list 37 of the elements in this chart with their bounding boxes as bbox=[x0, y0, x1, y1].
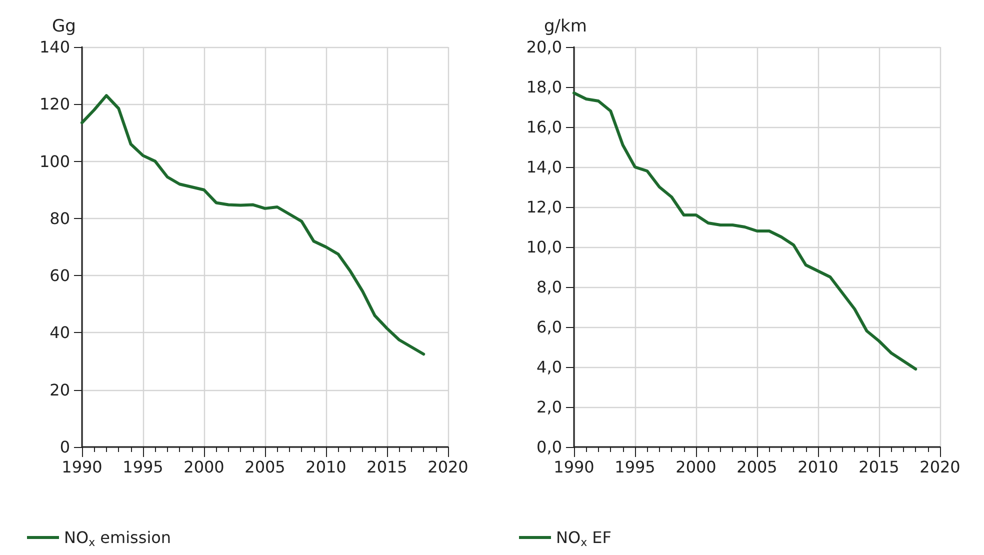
y-tick-label: 120 bbox=[39, 94, 70, 114]
y-tick-label: 140 bbox=[39, 38, 70, 56]
y-tick-label: 12,0 bbox=[526, 198, 562, 216]
x-tick-label: 1990 bbox=[554, 458, 594, 476]
x-tick-label: 1995 bbox=[122, 458, 164, 476]
x-tick-label: 2010 bbox=[306, 458, 346, 476]
x-tick-label: 1990 bbox=[62, 458, 102, 476]
y-tick-label: 0,0 bbox=[536, 438, 562, 456]
x-tick-label: 2000 bbox=[184, 458, 224, 476]
x-tick-label: 1995 bbox=[614, 458, 656, 476]
line-series bbox=[80, 94, 426, 356]
y-tick-label: 40 bbox=[50, 323, 70, 342]
y-tick-label: 20,0 bbox=[526, 38, 562, 56]
line-series bbox=[572, 92, 918, 370]
y-tick-label: 0 bbox=[60, 438, 70, 456]
x-tick-label: 2010 bbox=[798, 458, 838, 476]
y-tick-label: 80 bbox=[50, 208, 70, 228]
y-axis-title: Gg bbox=[52, 16, 76, 36]
x-tick-label: 2015 bbox=[858, 458, 900, 476]
y-tick-label: 20 bbox=[50, 380, 70, 400]
x-tick-label: 2005 bbox=[736, 458, 778, 476]
x-tick-label: 2005 bbox=[244, 458, 286, 476]
y-tick-label: 100 bbox=[39, 152, 70, 171]
y-tick-label: 18,0 bbox=[526, 78, 562, 96]
y-tick-label: 14,0 bbox=[526, 158, 562, 176]
y-tick-label: 8,0 bbox=[536, 278, 562, 296]
x-tick-label: 2020 bbox=[920, 458, 960, 476]
y-tick-label: 10,0 bbox=[526, 238, 562, 256]
y-tick-label: 4,0 bbox=[536, 358, 562, 376]
y-tick-label: 60 bbox=[50, 266, 70, 286]
y-tick-label: 16,0 bbox=[526, 118, 562, 136]
x-tick-label: 2020 bbox=[428, 458, 468, 476]
y-axis-title: g/km bbox=[544, 16, 587, 36]
y-tick-label: 2,0 bbox=[536, 398, 562, 416]
x-tick-label: 2000 bbox=[676, 458, 716, 476]
x-tick-label: 2015 bbox=[366, 458, 408, 476]
y-tick-label: 6,0 bbox=[536, 318, 562, 336]
